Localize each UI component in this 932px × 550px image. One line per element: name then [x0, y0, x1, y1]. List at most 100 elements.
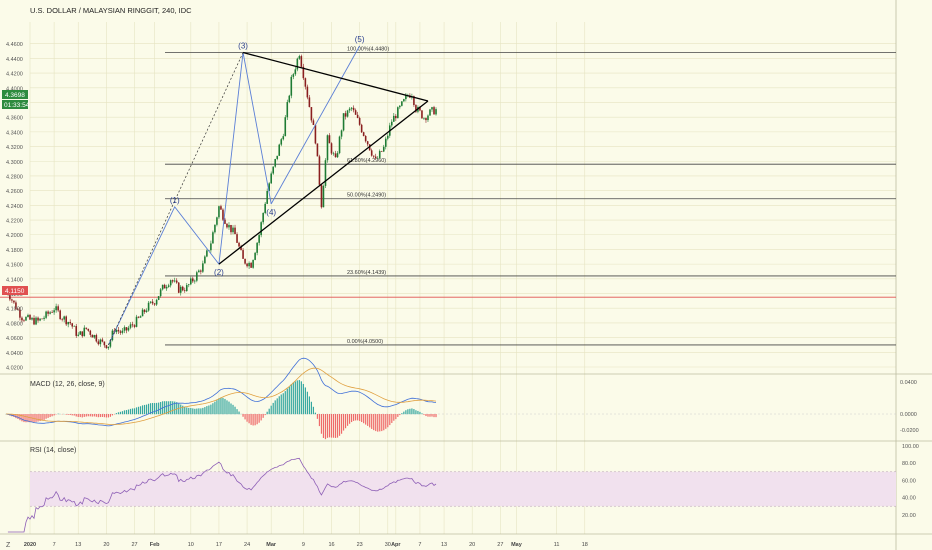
macd-histogram-bar: [83, 414, 85, 417]
candle-body: [71, 323, 74, 327]
x-tick-label: 20: [469, 542, 475, 548]
fib-level-label: 100.00%(4.4480): [347, 47, 389, 53]
macd-layer: [5, 357, 896, 440]
macd-histogram-bar: [379, 414, 381, 432]
candle-body: [391, 121, 393, 126]
candle-body: [159, 289, 162, 297]
rsi-layer: [7, 457, 896, 533]
macd-histogram-bar: [224, 398, 226, 415]
macd-histogram-bar: [141, 405, 144, 415]
candle-body: [421, 110, 423, 119]
y-tick-label: 4.2400: [6, 204, 23, 210]
macd-histogram-bar: [87, 414, 89, 417]
candle-body: [67, 321, 69, 325]
macd-histogram-bar: [365, 414, 367, 425]
candle-body: [427, 115, 429, 121]
macd-histogram-bar: [367, 414, 369, 426]
countdown-badge: 01:33:54: [2, 100, 30, 109]
candle-body: [254, 252, 256, 260]
candle-body: [276, 155, 279, 159]
candle-body: [330, 143, 333, 154]
rsi-band: [30, 471, 896, 507]
macd-histogram-bar: [145, 404, 148, 415]
candle-body: [83, 327, 86, 337]
candle-body: [77, 334, 80, 336]
y-tick-label: 4.0800: [6, 321, 23, 327]
x-tick-label: 30: [385, 542, 391, 548]
candle-body: [380, 151, 383, 152]
candle-body: [360, 124, 363, 133]
candle-body: [378, 151, 381, 158]
macd-histogram-bar: [330, 414, 333, 438]
macd-histogram-bar: [260, 414, 262, 421]
macd-histogram-bar: [176, 402, 178, 415]
macd-histogram-bar: [355, 414, 357, 421]
candle-body: [212, 232, 214, 244]
macd-histogram-bar: [268, 408, 270, 415]
macd-histogram-bar: [314, 412, 317, 415]
y-tick-label: 4.4600: [6, 42, 23, 48]
macd-histogram-bar: [109, 414, 111, 417]
x-tick-label: 9: [302, 542, 305, 548]
candle-body: [11, 299, 13, 301]
macd-histogram-bar: [152, 402, 154, 415]
wave-label: (3): [238, 42, 248, 51]
macd-histogram-bar: [232, 404, 234, 415]
x-tick-label: 7: [53, 542, 56, 548]
candle-body: [173, 280, 176, 282]
candle-body: [25, 316, 27, 321]
candle-body: [362, 132, 365, 136]
candle-body: [119, 331, 122, 333]
macd-histogram-bar: [51, 414, 53, 417]
macd-histogram-bar: [170, 401, 172, 415]
macd-histogram-bar: [194, 408, 196, 415]
macd-histogram-bar: [342, 414, 345, 431]
candle-body: [214, 224, 216, 233]
macd-histogram-bar: [234, 406, 236, 415]
candle-body: [93, 335, 96, 338]
candle-body: [250, 262, 252, 268]
macd-histogram-bar: [228, 401, 230, 415]
macd-histogram-bar: [282, 393, 284, 415]
x-tick-label: 10: [188, 542, 194, 548]
candle-body: [204, 256, 206, 264]
macd-histogram-bar: [351, 414, 353, 423]
macd-histogram-bar: [361, 414, 363, 423]
candle-body: [220, 206, 222, 210]
macd-histogram-bar: [172, 401, 174, 415]
macd-tick-label: 0.0000: [900, 412, 917, 418]
macd-histogram-bar: [417, 410, 419, 415]
y-tick-label: 4.3000: [6, 160, 23, 166]
x-tick-label: 17: [216, 542, 222, 548]
candle-body: [278, 144, 281, 156]
macd-histogram-bar: [222, 397, 224, 415]
macd-histogram-bar: [284, 391, 286, 415]
macd-histogram-bar: [411, 408, 413, 415]
macd-histogram-bar: [220, 397, 222, 415]
candle-body: [240, 246, 242, 251]
macd-histogram-bar: [300, 381, 302, 415]
candle-body: [236, 234, 238, 243]
candle-body: [340, 130, 343, 137]
candle-body: [15, 302, 17, 310]
y-tick-label: 4.4400: [6, 57, 23, 63]
macd-histogram-bar: [188, 407, 190, 415]
candle-body: [294, 69, 297, 75]
candle-body: [266, 191, 268, 204]
macd-histogram-bar: [178, 403, 180, 415]
macd-histogram-bar: [121, 411, 124, 415]
candle-body: [312, 120, 315, 125]
candle-body: [125, 327, 128, 331]
candle-body: [308, 97, 311, 108]
macd-histogram-bar: [174, 401, 176, 415]
wave-label: (5): [355, 35, 365, 44]
macd-histogram-bar: [346, 414, 349, 426]
macd-histogram-bar: [397, 414, 399, 417]
candle-body: [435, 109, 437, 115]
rsi-tick-label: 40.00: [902, 496, 916, 502]
macd-histogram-bar: [75, 414, 77, 417]
macd-histogram-bar: [270, 405, 272, 415]
candle-body: [177, 282, 180, 293]
macd-histogram-bar: [25, 414, 27, 423]
candle-body: [202, 263, 204, 272]
